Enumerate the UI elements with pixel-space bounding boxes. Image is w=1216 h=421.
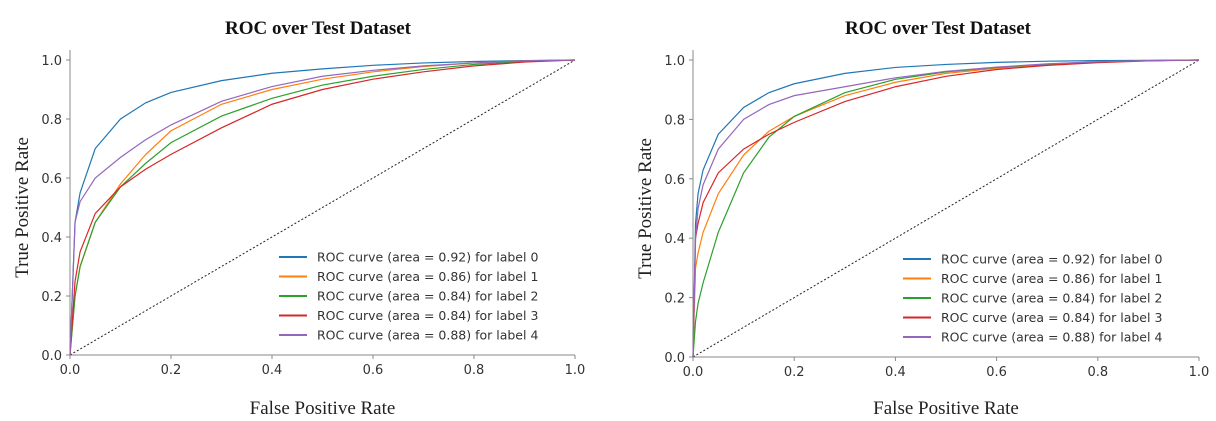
x-axis-label: False Positive Rate <box>873 398 1019 419</box>
series-line-label-3 <box>692 59 1200 358</box>
x-tick-label: 0.8 <box>1087 365 1108 380</box>
x-tick-label: 0.6 <box>363 363 384 378</box>
legend-entry: ROC curve (area = 0.84) for label 3 <box>317 308 538 323</box>
x-tick-label: 0.2 <box>784 365 805 380</box>
y-tick-label: 0.0 <box>664 351 685 366</box>
legend-entry: ROC curve (area = 0.84) for label 3 <box>941 310 1162 325</box>
series-line-label-4 <box>69 59 576 356</box>
y-tick-label: 1.0 <box>41 54 62 69</box>
y-axis-label: True Positive Rate <box>635 138 656 279</box>
y-tick-label: 0.6 <box>664 173 685 188</box>
y-tick-label: 0.4 <box>41 231 62 246</box>
x-tick-label: 1.0 <box>565 363 586 378</box>
y-tick-label: 0.2 <box>664 292 685 307</box>
legend-entry: ROC curve (area = 0.88) for label 4 <box>941 330 1162 345</box>
chart-1: ROC over Test Dataset 0.0 0.2 0.4 0.6 0.8 1.0 0… <box>635 18 1209 419</box>
legend-entry: ROC curve (area = 0.88) for label 4 <box>317 328 538 343</box>
legend-entry: ROC curve (area = 0.86) for label 1 <box>317 269 538 284</box>
series-line-label-3 <box>69 59 576 356</box>
y-tick-label: 0.8 <box>664 113 685 128</box>
legend-entry: ROC curve (area = 0.92) for label 0 <box>941 252 1162 267</box>
y-tick-label: 0.8 <box>41 113 62 128</box>
legend-entry: ROC curve (area = 0.86) for label 1 <box>941 271 1162 286</box>
y-tick-label: 0.0 <box>41 349 62 364</box>
series-line-label-0 <box>692 59 1200 358</box>
y-axis-label: True Positive Rate <box>12 137 33 278</box>
series-line-label-2 <box>69 59 576 356</box>
x-tick-label: 0.0 <box>683 365 704 380</box>
x-tick-label: 0.4 <box>885 365 906 380</box>
legend-entry: ROC curve (area = 0.84) for label 2 <box>941 291 1162 306</box>
x-tick-label: 0.0 <box>60 363 81 378</box>
legend-entry: ROC curve (area = 0.92) for label 0 <box>317 250 538 265</box>
chart-0: ROC over Test Dataset 0.0 0.2 0.4 0.6 0.8 1.0 0… <box>12 18 585 419</box>
chance-diagonal-line <box>69 59 576 356</box>
x-tick-label: 0.6 <box>986 365 1007 380</box>
y-tick-label: 0.6 <box>41 172 62 187</box>
chance-diagonal-line <box>692 59 1200 358</box>
series-line-label-4 <box>692 59 1200 358</box>
chart-title: ROC over Test Dataset <box>845 18 1032 39</box>
x-tick-label: 1.0 <box>1189 365 1210 380</box>
chart-title: ROC over Test Dataset <box>225 18 412 39</box>
x-tick-label: 0.8 <box>464 363 485 378</box>
legend-entry: ROC curve (area = 0.84) for label 2 <box>317 289 538 304</box>
y-tick-label: 1.0 <box>664 54 685 69</box>
y-tick-label: 0.2 <box>41 290 62 305</box>
x-axis-label: False Positive Rate <box>250 398 396 419</box>
x-tick-label: 0.4 <box>262 363 283 378</box>
series-line-label-0 <box>69 59 576 356</box>
y-tick-label: 0.4 <box>664 232 685 247</box>
x-tick-label: 0.2 <box>161 363 182 378</box>
